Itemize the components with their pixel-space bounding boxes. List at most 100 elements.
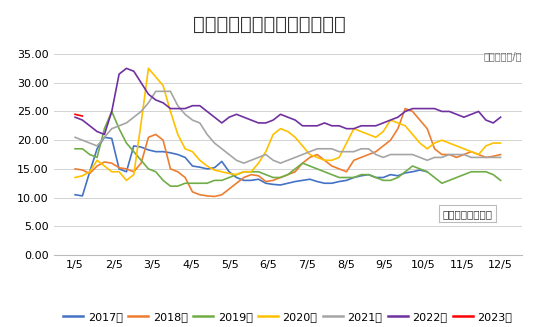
2017年	[402, 171, 408, 175]
2017年	[424, 170, 430, 174]
2020年	[395, 121, 401, 125]
2019年	[497, 179, 504, 182]
2018年	[497, 153, 504, 157]
2017年	[358, 174, 364, 178]
2017年	[380, 176, 386, 180]
Text: 数据来源：钢谷网: 数据来源：钢谷网	[442, 209, 492, 219]
2017年	[365, 173, 372, 177]
2019年	[196, 181, 203, 185]
2017年	[299, 179, 306, 182]
2022年	[123, 66, 130, 70]
Line: 2017年: 2017年	[75, 137, 427, 196]
2022年	[395, 115, 401, 119]
Line: 2018年: 2018年	[75, 109, 500, 197]
2023年	[79, 114, 86, 118]
2017年	[189, 164, 196, 168]
2017年	[233, 176, 240, 180]
2021年	[497, 155, 504, 159]
2019年	[87, 153, 93, 157]
Text: 单位：万吨/周: 单位：万吨/周	[483, 51, 522, 61]
2021年	[72, 135, 79, 139]
2022年	[131, 69, 137, 73]
Legend: 2017年, 2018年, 2019年, 2020年, 2021年, 2022年, 2023年: 2017年, 2018年, 2019年, 2020年, 2021年, 2022年…	[59, 307, 516, 326]
2017年	[263, 181, 269, 185]
2017年	[277, 183, 284, 187]
Line: 2021年: 2021年	[75, 91, 500, 163]
2021年	[87, 141, 93, 145]
2018年	[387, 138, 394, 142]
2022年	[72, 115, 79, 119]
2021年	[153, 89, 159, 93]
2017年	[87, 170, 93, 174]
2017年	[336, 180, 342, 183]
Line: 2022年: 2022年	[75, 68, 500, 134]
2017年	[123, 170, 130, 174]
2017年	[321, 181, 328, 185]
2017年	[145, 148, 152, 152]
2019年	[72, 147, 79, 151]
2022年	[196, 104, 203, 108]
2022年	[87, 124, 93, 128]
2020年	[72, 176, 79, 180]
2018年	[299, 161, 306, 165]
2021年	[395, 153, 401, 157]
2020年	[116, 170, 122, 174]
Line: 2020年: 2020年	[75, 68, 500, 181]
Text: 中西部中厚板社会库存走势图: 中西部中厚板社会库存走势图	[193, 15, 345, 34]
2018年	[182, 176, 188, 180]
2017年	[182, 155, 188, 159]
2019年	[145, 167, 152, 171]
2017年	[387, 173, 394, 177]
2017年	[343, 179, 350, 182]
2017年	[373, 176, 379, 180]
2018年	[402, 107, 408, 111]
2021年	[240, 161, 247, 165]
2017年	[351, 176, 357, 180]
2019年	[307, 164, 313, 168]
2018年	[138, 161, 144, 165]
2018年	[211, 195, 218, 198]
2017年	[204, 167, 210, 171]
2022年	[497, 115, 504, 119]
2020年	[497, 141, 504, 145]
2017年	[116, 167, 122, 171]
2021年	[138, 110, 144, 113]
2017年	[196, 165, 203, 169]
2017年	[307, 177, 313, 181]
2017年	[138, 145, 144, 149]
2017年	[409, 170, 416, 174]
2023年	[72, 112, 79, 116]
2017年	[167, 151, 174, 155]
2017年	[292, 180, 299, 183]
2021年	[189, 118, 196, 122]
2019年	[167, 184, 174, 188]
2017年	[109, 136, 115, 140]
2018年	[87, 172, 93, 176]
2020年	[307, 153, 313, 157]
2017年	[240, 179, 247, 182]
2017年	[270, 182, 277, 186]
2017年	[329, 181, 335, 185]
2017年	[248, 179, 254, 182]
2021年	[307, 150, 313, 154]
2020年	[196, 158, 203, 162]
Line: 2023年: 2023年	[75, 114, 82, 116]
2017年	[174, 153, 181, 157]
2020年	[153, 75, 159, 79]
2017年	[255, 177, 261, 181]
2020年	[123, 179, 130, 182]
2022年	[307, 124, 313, 128]
2020年	[145, 66, 152, 70]
2017年	[395, 174, 401, 178]
2017年	[285, 181, 291, 185]
2017年	[416, 168, 423, 172]
2017年	[72, 193, 79, 197]
2022年	[101, 132, 108, 136]
2021年	[116, 124, 122, 128]
2017年	[226, 170, 232, 174]
2019年	[123, 141, 130, 145]
2017年	[153, 150, 159, 154]
2017年	[211, 166, 218, 170]
2017年	[160, 150, 166, 154]
2017年	[94, 147, 100, 151]
